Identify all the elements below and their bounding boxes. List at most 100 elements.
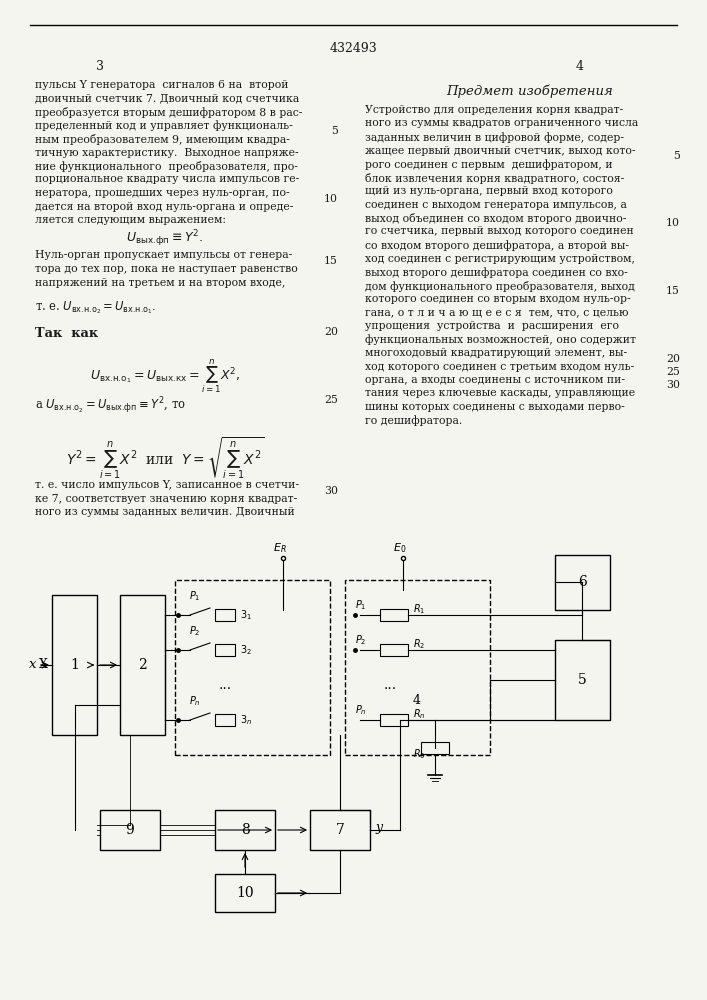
Text: 432493: 432493 [329, 42, 377, 55]
Bar [100, 810, 160, 850]
Bar [215, 609, 235, 621]
Text: 20: 20 [666, 354, 680, 363]
Text: 5: 5 [331, 126, 338, 136]
Text: го дешифратора.: го дешифратора. [365, 416, 462, 426]
Text: 20: 20 [324, 327, 338, 337]
Text: ...: ... [383, 678, 397, 692]
Text: ...: ... [218, 678, 232, 692]
Bar [52, 595, 97, 735]
Text: $E_R$: $E_R$ [273, 541, 287, 555]
Text: рого соединен с первым  дешифратором, и: рого соединен с первым дешифратором, и [365, 159, 613, 170]
Text: нератора, прошедших через нуль-орган, по-: нератора, прошедших через нуль-орган, по… [35, 188, 290, 198]
Text: пределенный код и управляет функциональ-: пределенный код и управляет функциональ- [35, 120, 293, 131]
Text: 15: 15 [666, 286, 680, 296]
Text: $3_2$: $3_2$ [240, 643, 252, 657]
Text: щий из нуль-органа, первый вход которого: щий из нуль-органа, первый вход которого [365, 186, 613, 196]
Text: Нуль-орган пропускает импульсы от генера-: Нуль-орган пропускает импульсы от генера… [35, 250, 292, 260]
Text: ного из суммы квадратов ограниченного числа: ного из суммы квадратов ограниченного чи… [365, 118, 638, 128]
Text: $R_2$: $R_2$ [413, 637, 426, 651]
Text: блок извлечения корня квадратного, состоя-: блок извлечения корня квадратного, состо… [365, 172, 624, 184]
Text: $U_{\text{вх.н.о}_1} = U_{\text{вых.кх}} = \sum_{i=1}^{n} X^2,$: $U_{\text{вх.н.о}_1} = U_{\text{вых.кх}}… [90, 357, 240, 395]
Text: многоходовый квадратирующий элемент, вы-: многоходовый квадратирующий элемент, вы- [365, 348, 627, 358]
Text: со входом второго дешифратора, а второй вы-: со входом второго дешифратора, а второй … [365, 240, 629, 251]
Text: $P_1$: $P_1$ [189, 589, 201, 603]
Text: заданных величин в цифровой форме, содер-: заданных величин в цифровой форме, содер… [365, 132, 624, 143]
Text: органа, а входы соединены с источником пи-: органа, а входы соединены с источником п… [365, 375, 625, 385]
Text: $P_n$: $P_n$ [355, 703, 367, 717]
Text: 9: 9 [126, 823, 134, 837]
Text: $P_2$: $P_2$ [189, 624, 201, 638]
Text: 6: 6 [578, 576, 587, 589]
Bar [215, 714, 235, 726]
Text: 30: 30 [666, 380, 680, 390]
Bar [555, 555, 610, 610]
Text: 5: 5 [673, 151, 680, 161]
Text: 25: 25 [324, 395, 338, 405]
Text: $P_2$: $P_2$ [355, 633, 366, 647]
Text: го счетчика, первый выход которого соединен: го счетчика, первый выход которого соеди… [365, 227, 633, 236]
Text: $3_1$: $3_1$ [240, 608, 252, 622]
Text: пульсы Y генератора  сигналов 6 на  второй: пульсы Y генератора сигналов 6 на второй [35, 80, 288, 90]
Text: шины которых соединены с выходами перво-: шины которых соединены с выходами перво- [365, 402, 625, 412]
Text: ход которого соединен с третьим входом нуль-: ход которого соединен с третьим входом н… [365, 361, 634, 371]
Text: ние функционального  преобразователя, про-: ние функционального преобразователя, про… [35, 161, 298, 172]
Bar [345, 580, 490, 755]
Text: 4: 4 [576, 60, 584, 73]
Text: ход соединен с регистрирующим устройством,: ход соединен с регистрирующим устройство… [365, 253, 635, 263]
Text: $R_1$: $R_1$ [413, 602, 426, 616]
Text: $3_n$: $3_n$ [240, 713, 252, 727]
Text: 10: 10 [236, 886, 254, 900]
Text: которого соединен со вторым входом нуль-ор-: которого соединен со вторым входом нуль-… [365, 294, 631, 304]
Text: преобразуется вторым дешифратором 8 в рас-: преобразуется вторым дешифратором 8 в ра… [35, 107, 303, 118]
Text: 5: 5 [578, 673, 587, 687]
Text: гана, о т л и ч а ю щ е е с я  тем, что, с целью: гана, о т л и ч а ю щ е е с я тем, что, … [365, 308, 629, 318]
Text: 3: 3 [96, 60, 104, 73]
Text: т. е. число импульсов Y, записанное в счетчи-: т. е. число импульсов Y, записанное в сч… [35, 480, 299, 490]
Text: дом функционального преобразователя, выход: дом функционального преобразователя, вых… [365, 280, 635, 292]
Text: 4: 4 [413, 694, 421, 706]
Text: ке 7, соответствует значению корня квадрат-: ке 7, соответствует значению корня квадр… [35, 493, 297, 504]
Bar [215, 644, 235, 656]
Text: тания через ключевые каскады, управляющие: тания через ключевые каскады, управляющи… [365, 388, 635, 398]
Bar [555, 640, 610, 720]
Text: 1: 1 [70, 658, 79, 672]
Text: а $U_{\text{вх.н.о}_2} = U_{\text{вых.фп}} \equiv Y^2$, то: а $U_{\text{вх.н.о}_2} = U_{\text{вых.фп… [35, 395, 186, 416]
Text: 30: 30 [324, 486, 338, 495]
Text: 2: 2 [138, 658, 147, 672]
Text: $P_n$: $P_n$ [189, 694, 201, 708]
Text: x: x [28, 658, 36, 672]
Text: напряжений на третьем и на втором входе,: напряжений на третьем и на втором входе, [35, 277, 286, 288]
Text: жащее первый двоичный счетчик, выход кото-: жащее первый двоичный счетчик, выход кот… [365, 145, 636, 155]
Bar [215, 874, 275, 912]
Text: Предмет изобретения: Предмет изобретения [447, 85, 614, 99]
Text: упрощения  устройства  и  расширения  его: упрощения устройства и расширения его [365, 321, 619, 331]
Text: ного из суммы заданных величин. Двоичный: ного из суммы заданных величин. Двоичный [35, 507, 295, 517]
Text: 7: 7 [336, 823, 344, 837]
Text: выход второго дешифратора соединен со вхо-: выход второго дешифратора соединен со вх… [365, 267, 628, 278]
Bar [175, 580, 330, 755]
Text: 15: 15 [324, 256, 338, 266]
Text: ляется следующим выражением:: ляется следующим выражением: [35, 215, 226, 225]
Bar [215, 810, 275, 850]
Text: $R_0$: $R_0$ [413, 747, 426, 761]
Text: 10: 10 [666, 219, 680, 229]
Bar [380, 609, 408, 621]
Bar [120, 595, 165, 735]
Text: выход объединен со входом второго двоично-: выход объединен со входом второго двоичн… [365, 213, 626, 224]
Text: $Y^2 = \sum_{i=1}^{n} X^2$  или  $Y = \sqrt{\sum_{i=1}^{n} X^2}$: $Y^2 = \sum_{i=1}^{n} X^2$ или $Y = \sqr… [66, 435, 264, 481]
Text: 25: 25 [666, 367, 680, 377]
Text: X: X [39, 658, 48, 672]
Bar [421, 742, 449, 754]
Text: $E_0$: $E_0$ [393, 541, 407, 555]
Text: тора до тех пор, пока не наступает равенство: тора до тех пор, пока не наступает равен… [35, 264, 298, 274]
Text: Устройство для определения корня квадрат-: Устройство для определения корня квадрат… [365, 105, 624, 115]
Text: 10: 10 [324, 194, 338, 204]
Text: $R_n$: $R_n$ [413, 707, 426, 721]
Text: т. е. $U_{\text{вх.н.о}_2} = U_{\text{вх.н.о}_1}.$: т. е. $U_{\text{вх.н.о}_2} = U_{\text{вх… [35, 299, 156, 316]
Text: 8: 8 [240, 823, 250, 837]
Bar [380, 644, 408, 656]
Text: двоичный счетчик 7. Двоичный код счетчика: двоичный счетчик 7. Двоичный код счетчик… [35, 94, 299, 104]
Text: соединен с выходом генератора импульсов, а: соединен с выходом генератора импульсов,… [365, 200, 627, 210]
Text: y: y [375, 820, 382, 834]
Text: дается на второй вход нуль-органа и опреде-: дается на второй вход нуль-органа и опре… [35, 202, 293, 212]
